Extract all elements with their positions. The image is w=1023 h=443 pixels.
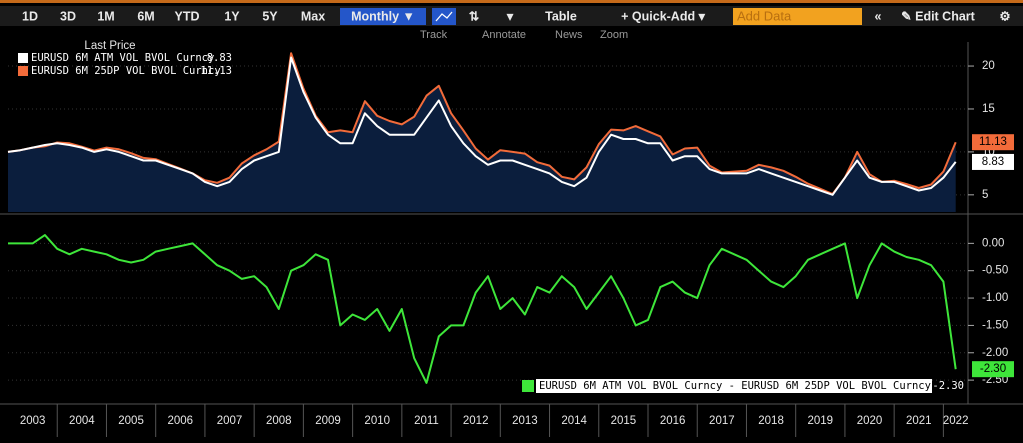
legend-label: EURUSD 6M ATM VOL BVOL Curncy - EURUSD 6…	[539, 380, 931, 392]
last-value-label: 8.83	[982, 156, 1004, 168]
y-tick-label: 15	[982, 103, 995, 115]
x-tick-label: 2020	[857, 415, 883, 427]
period-button[interactable]: 3D	[60, 9, 76, 23]
tool-button[interactable]: Zoom	[600, 29, 628, 41]
y-tick-label: 0.00	[982, 237, 1004, 249]
x-tick-label: 2011	[414, 415, 439, 427]
x-tick-label: 2010	[364, 415, 390, 427]
tool-button[interactable]: Annotate	[482, 29, 526, 41]
x-tick-label: 2015	[611, 415, 637, 427]
series-line	[8, 234, 957, 384]
top-strip	[0, 0, 1023, 3]
legend-title: Last Price	[84, 40, 135, 52]
legend-value: 11.13	[200, 65, 232, 77]
chart-type-glyph	[435, 11, 453, 22]
period-button[interactable]: 1Y	[224, 9, 240, 23]
last-value-label: 11.13	[979, 136, 1007, 148]
y-tick-label: 20	[982, 60, 995, 72]
y-tick-label: 5	[982, 189, 988, 201]
last-value-label: -2.30	[980, 363, 1006, 375]
x-tick-label: 2021	[906, 415, 932, 427]
x-tick-label: 2022	[943, 415, 969, 427]
last-value-tag	[972, 361, 1014, 378]
last-value-tag	[972, 153, 1014, 170]
sort-icon[interactable]: ⇅	[469, 9, 480, 23]
tool-button[interactable]: News	[555, 29, 583, 41]
chart-type-icon[interactable]	[432, 8, 456, 25]
legend-value: -2.30	[932, 380, 964, 392]
x-tick-label: 2014	[561, 415, 587, 427]
tool-button[interactable]: Track	[420, 29, 448, 41]
x-tick-label: 2004	[69, 415, 95, 427]
frequency-button[interactable]: Monthly ▼	[351, 9, 415, 23]
x-tick-label: 2008	[266, 415, 292, 427]
x-tick-label: 2005	[118, 415, 144, 427]
period-button[interactable]: 1D	[22, 9, 38, 23]
last-value-tag	[972, 134, 1014, 151]
y-tick-label: -2.00	[982, 347, 1008, 359]
x-tick-label: 2006	[168, 415, 194, 427]
x-tick-label: 2018	[758, 415, 784, 427]
dropdown-icon[interactable]: ▾	[506, 9, 514, 23]
period-button[interactable]: 6M	[137, 9, 154, 23]
table-button[interactable]: Table	[545, 9, 577, 23]
y-tick-label: -0.50	[982, 265, 1008, 277]
period-button[interactable]: 5Y	[262, 9, 278, 23]
x-tick-label: 2017	[709, 415, 735, 427]
series-line	[7, 56, 957, 196]
period-button[interactable]: YTD	[175, 9, 200, 23]
legend-swatch	[18, 53, 28, 63]
x-tick-label: 2016	[660, 415, 686, 427]
legend-label: EURUSD 6M ATM VOL BVOL Curncy	[31, 52, 214, 64]
legend-label: EURUSD 6M 25DP VOL BVOL Curncy	[31, 65, 221, 77]
period-button[interactable]: Max	[301, 9, 325, 23]
legend-value: 8.83	[207, 52, 232, 64]
legend-swatch	[522, 380, 534, 392]
add-data-input[interactable]: Add Data	[737, 8, 792, 23]
edit-chart-button[interactable]: ✎ Edit Chart	[901, 9, 976, 23]
settings-button[interactable]: ⚙	[999, 9, 1010, 23]
collapse-button[interactable]: «	[875, 9, 882, 23]
frequency-box[interactable]	[340, 8, 426, 25]
legend-box	[536, 379, 932, 393]
y-tick-label: -1.00	[982, 292, 1008, 304]
period-button[interactable]: 1M	[97, 9, 114, 23]
quick-add-button[interactable]: + Quick-Add ▾	[621, 9, 705, 23]
add-data-box[interactable]	[733, 8, 862, 25]
x-tick-label: 2019	[808, 415, 834, 427]
x-tick-label: 2007	[217, 415, 243, 427]
x-tick-label: 2003	[20, 415, 46, 427]
legend-swatch	[18, 66, 28, 76]
x-tick-label: 2009	[315, 415, 341, 427]
y-tick-label: -1.50	[982, 319, 1008, 331]
x-tick-label: 2012	[463, 415, 489, 427]
x-tick-label: 2013	[512, 415, 538, 427]
